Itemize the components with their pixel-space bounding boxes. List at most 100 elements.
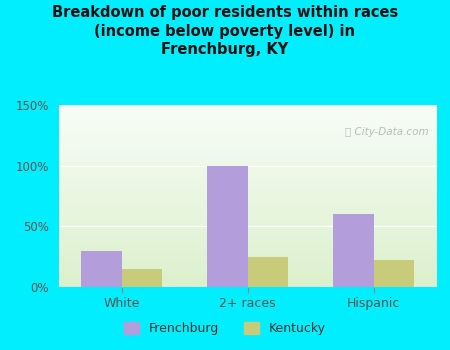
Bar xyxy=(248,257,288,287)
Bar xyxy=(58,286,436,287)
Bar xyxy=(58,127,436,128)
Bar xyxy=(58,189,436,190)
Bar xyxy=(58,201,436,202)
Bar xyxy=(207,166,248,287)
Bar xyxy=(58,158,436,159)
Bar xyxy=(58,257,436,258)
Bar xyxy=(58,233,436,234)
Bar xyxy=(58,145,436,146)
Bar xyxy=(58,178,436,179)
Bar xyxy=(58,112,436,113)
Bar xyxy=(58,264,436,265)
Bar xyxy=(58,206,436,207)
Bar xyxy=(58,129,436,130)
Bar xyxy=(58,186,436,187)
Bar xyxy=(58,193,436,194)
Bar xyxy=(58,161,436,162)
Legend: Frenchburg, Kentucky: Frenchburg, Kentucky xyxy=(119,317,331,340)
Bar xyxy=(58,226,436,227)
Bar xyxy=(58,170,436,171)
Bar xyxy=(58,277,436,278)
Bar xyxy=(58,190,436,191)
Bar xyxy=(58,151,436,152)
Bar xyxy=(58,246,436,247)
Bar xyxy=(58,109,436,110)
Bar xyxy=(374,260,414,287)
Bar xyxy=(58,252,436,253)
Text: Breakdown of poor residents within races
(income below poverty level) in
Frenchb: Breakdown of poor residents within races… xyxy=(52,5,398,57)
Bar xyxy=(58,152,436,153)
Bar xyxy=(58,210,436,211)
Bar xyxy=(58,254,436,255)
Bar xyxy=(58,285,436,286)
Bar xyxy=(58,118,436,119)
Bar xyxy=(58,124,436,125)
Bar xyxy=(58,155,436,156)
Bar xyxy=(58,256,436,257)
Bar xyxy=(58,182,436,183)
Bar xyxy=(58,120,436,121)
Bar xyxy=(58,166,436,167)
Bar xyxy=(58,175,436,176)
Bar xyxy=(58,198,436,199)
Bar xyxy=(58,222,436,223)
Bar xyxy=(58,142,436,143)
Bar xyxy=(58,117,436,118)
Bar xyxy=(58,269,436,270)
Bar xyxy=(58,228,436,229)
Bar xyxy=(58,150,436,151)
Bar xyxy=(58,119,436,120)
Bar xyxy=(58,263,436,264)
Bar xyxy=(58,144,436,145)
Bar xyxy=(58,179,436,180)
Bar xyxy=(58,225,436,226)
Bar xyxy=(333,214,374,287)
Bar xyxy=(58,214,436,215)
Bar xyxy=(58,265,436,266)
Bar xyxy=(58,148,436,149)
Bar xyxy=(58,223,436,224)
Bar xyxy=(58,121,436,122)
Bar xyxy=(58,168,436,169)
Bar xyxy=(58,133,436,134)
Bar xyxy=(58,111,436,112)
Bar xyxy=(58,181,436,182)
Bar xyxy=(58,172,436,173)
Bar xyxy=(58,146,436,147)
Bar xyxy=(58,128,436,129)
Bar xyxy=(58,221,436,222)
Bar xyxy=(58,217,436,218)
Bar xyxy=(58,220,436,221)
Bar xyxy=(58,154,436,155)
Bar xyxy=(58,188,436,189)
Bar xyxy=(58,108,436,109)
Bar xyxy=(58,106,436,107)
Bar xyxy=(58,245,436,246)
Bar xyxy=(58,140,436,141)
Bar xyxy=(58,159,436,160)
Bar xyxy=(58,207,436,208)
Bar xyxy=(58,261,436,262)
Bar xyxy=(58,122,436,123)
Bar xyxy=(58,219,436,220)
Bar xyxy=(58,280,436,281)
Bar xyxy=(58,115,436,116)
Bar xyxy=(58,149,436,150)
Bar xyxy=(58,236,436,237)
Bar xyxy=(58,125,436,126)
Bar xyxy=(58,185,436,186)
Bar xyxy=(58,204,436,205)
Bar xyxy=(58,268,436,269)
Bar xyxy=(58,237,436,238)
Bar xyxy=(58,227,436,228)
Bar xyxy=(58,208,436,209)
Bar xyxy=(58,197,436,198)
Bar xyxy=(58,240,436,241)
Bar xyxy=(58,184,436,185)
Bar xyxy=(58,275,436,276)
Bar xyxy=(58,243,436,244)
Bar xyxy=(58,137,436,138)
Bar xyxy=(58,218,436,219)
Bar xyxy=(58,156,436,157)
Bar xyxy=(58,163,436,164)
